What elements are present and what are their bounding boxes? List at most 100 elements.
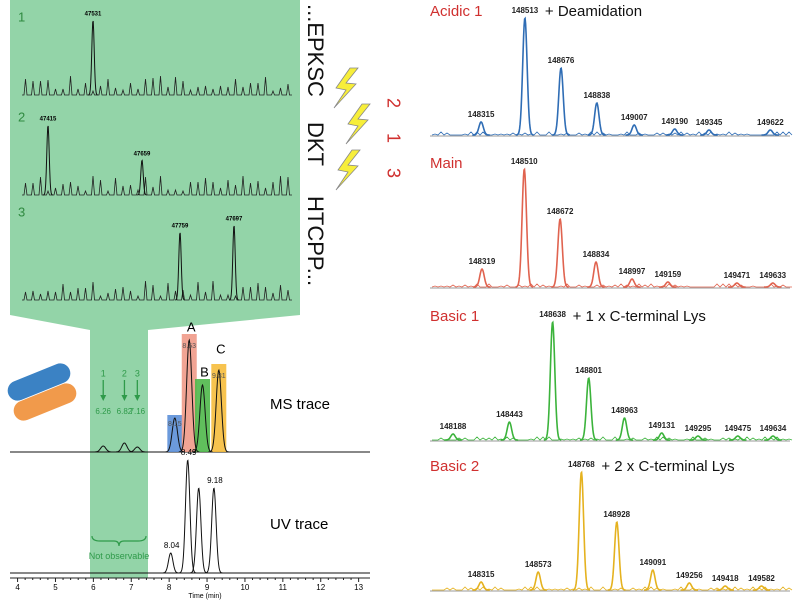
spectrum-peak-label: 149007 bbox=[621, 113, 648, 122]
peak-arrowhead bbox=[134, 395, 141, 401]
spectrum-peak-label: 148638 bbox=[539, 310, 566, 319]
peak-time-label: 7.16 bbox=[130, 407, 146, 416]
x-tick-label: 5 bbox=[53, 583, 58, 592]
spectrum-peak-label: 148997 bbox=[619, 267, 646, 276]
zoom-peak-label: 47697 bbox=[226, 217, 243, 223]
spectrum-title: Main bbox=[430, 155, 463, 172]
spectrum-peak bbox=[551, 218, 569, 288]
note-brace bbox=[91, 535, 147, 547]
spectrum-peak-label: 148768 bbox=[568, 460, 595, 469]
spectrum-peak-label: 148676 bbox=[548, 56, 575, 65]
trace-label: MS trace bbox=[270, 396, 330, 413]
spectrum-peak-label: 149634 bbox=[760, 424, 787, 433]
x-tick-label: 11 bbox=[279, 583, 288, 592]
zoom-panel bbox=[10, 0, 300, 315]
spectrum-peak bbox=[680, 582, 698, 591]
spectrum-peak-label: 149471 bbox=[724, 271, 751, 280]
zoom-peak bbox=[229, 225, 239, 301]
spectrum-noise bbox=[22, 175, 292, 196]
spectrum-peak bbox=[729, 435, 747, 441]
peak-time-label: 6.82 bbox=[117, 407, 133, 416]
chromatogram-peak bbox=[92, 445, 114, 453]
spectrum-annotation: + 2 x C-terminal Lys bbox=[601, 458, 734, 475]
spectrum-peak-label: 148188 bbox=[440, 422, 467, 431]
peak-time-label: 6.26 bbox=[95, 407, 111, 416]
antibody-icon bbox=[7, 363, 77, 421]
spectrum-peak bbox=[665, 128, 684, 136]
spectrum-peak bbox=[716, 585, 734, 591]
zoom-funnel bbox=[10, 315, 300, 330]
peak-arrow-label: 3 bbox=[135, 368, 140, 378]
spectrum-peak bbox=[700, 129, 718, 136]
peak-arrowhead bbox=[100, 395, 107, 401]
sequence-fragment: ...EPKSC bbox=[303, 4, 328, 97]
spectrum-peak-label: 149295 bbox=[685, 424, 712, 433]
spectrum-peak bbox=[761, 129, 779, 136]
zoom-peak bbox=[175, 232, 185, 301]
spectrum-peak-label: 149091 bbox=[639, 558, 666, 567]
cleavage-site-number: 1 bbox=[383, 133, 403, 143]
spectrum-peak bbox=[587, 261, 605, 288]
spectrum-peak bbox=[652, 432, 671, 441]
zoom-peak-label: 47531 bbox=[85, 12, 102, 18]
x-tick-label: 13 bbox=[354, 583, 363, 592]
spectrum-peak bbox=[579, 377, 598, 441]
peak-arrow-label: 2 bbox=[122, 368, 127, 378]
zoom-peak bbox=[88, 20, 98, 96]
zoom-peak bbox=[137, 159, 147, 196]
x-tick-label: 6 bbox=[91, 583, 96, 592]
zoom-peak-label: 47659 bbox=[134, 152, 151, 158]
spectrum-peak bbox=[689, 435, 707, 441]
peak-arrow-label: 1 bbox=[101, 368, 106, 378]
spectrum-peak bbox=[515, 16, 534, 136]
spectrum-peak bbox=[607, 521, 626, 591]
peak-time-label: 8.53 bbox=[182, 343, 196, 350]
spectrum-peak-label: 148510 bbox=[511, 157, 538, 166]
spectrum-peak-label: 149475 bbox=[724, 424, 751, 433]
spectrum-peak-label: 148319 bbox=[469, 257, 496, 266]
spectrum-title: Basic 1 bbox=[430, 308, 479, 325]
spectrum-peak bbox=[572, 470, 591, 591]
x-tick-label: 7 bbox=[129, 583, 134, 592]
chromatogram-peak bbox=[178, 459, 197, 574]
spectrum-peak bbox=[659, 281, 677, 288]
sequence-fragment: DKT bbox=[303, 122, 328, 166]
zoom-panel-label: 2 bbox=[18, 109, 25, 124]
zoom-peak bbox=[43, 125, 53, 196]
not-observable-note: Not observable bbox=[88, 551, 150, 561]
chromatogram-peak bbox=[208, 368, 229, 453]
spectrum-peak bbox=[472, 581, 490, 591]
spectrum-peak-label: 148315 bbox=[468, 110, 495, 119]
peak-region-label: B bbox=[200, 364, 209, 379]
spectrum-peak bbox=[644, 569, 662, 591]
x-tick-label: 4 bbox=[15, 583, 20, 592]
spectrum-noise bbox=[22, 75, 292, 96]
spectrum-peak bbox=[728, 282, 746, 288]
zoom-panel-label: 1 bbox=[18, 9, 25, 24]
x-axis-label: Time (min) bbox=[188, 593, 221, 600]
chromatogram-peak bbox=[192, 383, 213, 453]
spectrum-peak-label: 149131 bbox=[648, 421, 675, 430]
spectrum-annotation: + 1 x C-terminal Lys bbox=[573, 308, 706, 325]
spectrum-peak bbox=[752, 585, 771, 591]
spectrum-peak-label: 148963 bbox=[611, 406, 638, 415]
spectrum-peak bbox=[500, 421, 519, 441]
zoom-region bbox=[90, 330, 148, 578]
spectrum-peak bbox=[543, 320, 562, 441]
spectrum-title: Basic 2 bbox=[430, 458, 479, 475]
spectrum-peak-label: 148315 bbox=[468, 570, 495, 579]
peak-time-label: 9.31 bbox=[212, 373, 226, 380]
spectrum-peak-label: 148834 bbox=[583, 250, 610, 259]
spectrum-peak bbox=[764, 282, 782, 288]
spectrum-peak bbox=[625, 124, 643, 136]
spectrum-peak-label: 149190 bbox=[661, 117, 688, 126]
cleavage-site-number: 2 bbox=[383, 98, 403, 108]
spectrum-peak bbox=[588, 102, 606, 136]
peak-region-label: A bbox=[187, 319, 196, 334]
spectrum-peak bbox=[529, 571, 547, 591]
spectrum-peak bbox=[623, 278, 641, 288]
chromatogram-peak bbox=[205, 487, 223, 574]
sequence-fragment: HTCPP... bbox=[303, 196, 328, 286]
